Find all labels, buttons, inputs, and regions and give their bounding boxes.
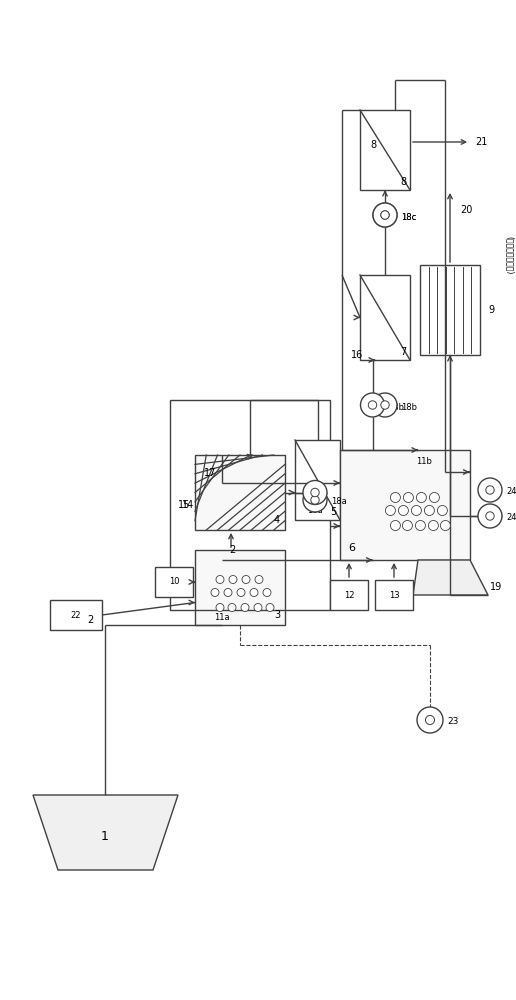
Text: 24: 24 — [506, 488, 516, 496]
Circle shape — [424, 506, 434, 516]
Circle shape — [303, 481, 327, 504]
Circle shape — [438, 506, 447, 516]
Text: 16: 16 — [351, 350, 364, 360]
Circle shape — [486, 486, 494, 494]
Bar — [330, 580, 368, 610]
Text: 23: 23 — [447, 718, 458, 726]
Circle shape — [402, 520, 412, 530]
Circle shape — [486, 512, 494, 520]
Circle shape — [416, 492, 426, 502]
Circle shape — [255, 576, 263, 584]
Circle shape — [478, 478, 502, 502]
Text: 3: 3 — [274, 610, 280, 620]
Text: 1: 1 — [101, 830, 109, 843]
Circle shape — [254, 603, 262, 611]
Circle shape — [224, 588, 232, 596]
Circle shape — [428, 520, 439, 530]
Bar — [155, 567, 193, 597]
Text: 13: 13 — [389, 590, 399, 599]
Circle shape — [404, 492, 413, 502]
Text: 2: 2 — [87, 615, 93, 625]
Circle shape — [385, 506, 395, 516]
Circle shape — [373, 393, 397, 417]
Polygon shape — [413, 560, 488, 595]
Text: 15: 15 — [178, 500, 190, 510]
Text: 7: 7 — [400, 347, 406, 357]
Text: 20: 20 — [460, 205, 472, 215]
Circle shape — [237, 588, 245, 596]
Circle shape — [211, 588, 219, 596]
Circle shape — [429, 492, 440, 502]
Circle shape — [381, 211, 389, 219]
Text: 11b: 11b — [416, 458, 432, 466]
Text: 9: 9 — [488, 305, 494, 315]
Circle shape — [391, 520, 400, 530]
Circle shape — [216, 603, 224, 611]
Circle shape — [311, 488, 319, 497]
Text: 18c: 18c — [401, 213, 416, 222]
Text: 2: 2 — [229, 545, 235, 555]
Text: 18a: 18a — [307, 506, 323, 515]
Text: 8: 8 — [400, 177, 406, 187]
Text: (无重金属化飞灰): (无重金属化飞灰) — [505, 236, 514, 274]
Text: 8: 8 — [370, 140, 376, 150]
Circle shape — [216, 576, 224, 584]
Text: 11a: 11a — [214, 612, 230, 621]
Text: 19: 19 — [490, 582, 502, 592]
Circle shape — [426, 715, 434, 725]
Circle shape — [263, 588, 271, 596]
Circle shape — [398, 506, 408, 516]
Circle shape — [411, 506, 422, 516]
Bar — [360, 275, 410, 360]
Text: 4: 4 — [274, 515, 280, 525]
Polygon shape — [33, 795, 178, 870]
Text: 17: 17 — [204, 468, 216, 478]
Bar — [50, 600, 102, 630]
Bar — [420, 265, 480, 355]
Bar — [195, 550, 285, 625]
Circle shape — [440, 520, 450, 530]
Circle shape — [229, 576, 237, 584]
Text: 18a: 18a — [331, 497, 347, 506]
Circle shape — [373, 203, 397, 227]
Circle shape — [368, 401, 377, 409]
Circle shape — [373, 203, 397, 227]
Bar — [170, 400, 330, 610]
Circle shape — [250, 588, 258, 596]
Bar — [340, 450, 470, 560]
Circle shape — [303, 488, 327, 512]
Circle shape — [391, 492, 400, 502]
Text: 5: 5 — [330, 507, 336, 517]
Text: 18c: 18c — [401, 213, 416, 222]
Circle shape — [228, 603, 236, 611]
Bar — [195, 455, 285, 530]
Text: 18b: 18b — [401, 402, 417, 412]
Circle shape — [381, 211, 389, 219]
Text: 14: 14 — [182, 500, 194, 510]
Text: 18b: 18b — [389, 402, 405, 412]
Bar — [295, 440, 340, 520]
Text: 22: 22 — [71, 610, 81, 619]
Circle shape — [361, 393, 384, 417]
Bar — [375, 580, 413, 610]
Circle shape — [242, 576, 250, 584]
Text: 12: 12 — [344, 590, 354, 599]
Circle shape — [417, 707, 443, 733]
Text: 21: 21 — [475, 137, 488, 147]
Text: 10: 10 — [169, 578, 179, 586]
Circle shape — [266, 603, 274, 611]
Circle shape — [241, 603, 249, 611]
Circle shape — [415, 520, 425, 530]
Circle shape — [311, 496, 319, 504]
Bar — [360, 110, 410, 190]
Circle shape — [478, 504, 502, 528]
Text: 6: 6 — [348, 543, 356, 553]
Circle shape — [381, 401, 389, 409]
Text: 24: 24 — [506, 514, 516, 522]
